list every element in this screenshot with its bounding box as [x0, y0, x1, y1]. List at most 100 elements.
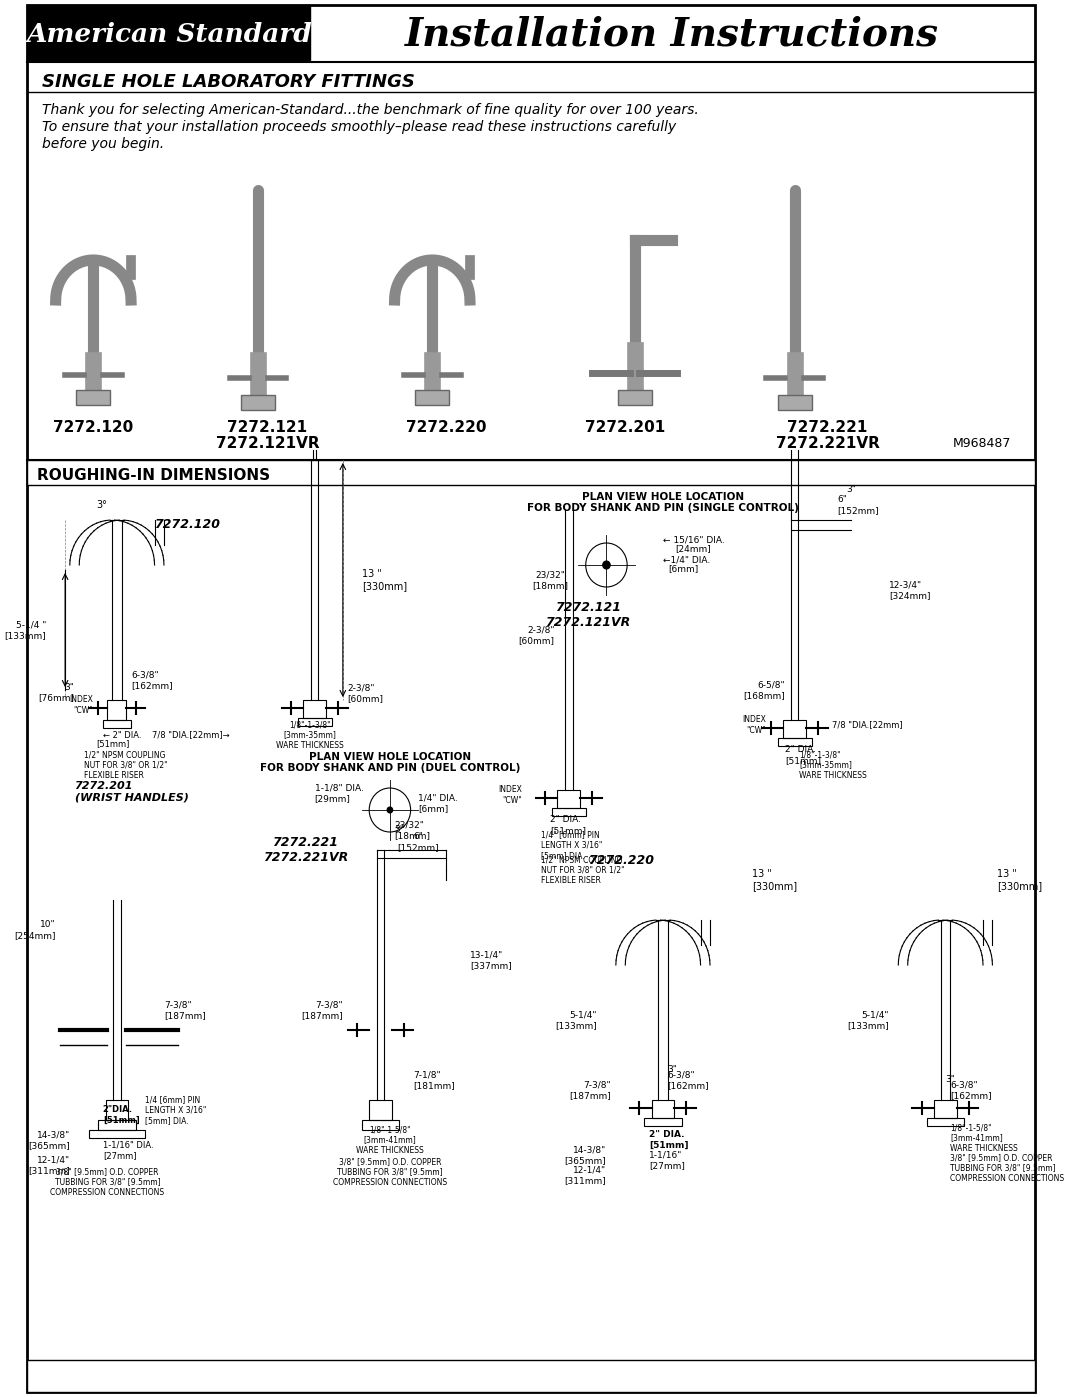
- Text: 1/4" DIA.
[6mm]: 1/4" DIA. [6mm]: [418, 793, 458, 813]
- Bar: [106, 1099, 129, 1120]
- Text: FOR BODY SHANK AND PIN (SINGLE CONTROL): FOR BODY SHANK AND PIN (SINGLE CONTROL): [527, 503, 799, 513]
- Text: 7272.201
(WRIST HANDLES): 7272.201 (WRIST HANDLES): [75, 781, 188, 803]
- Text: 6"
[152mm]: 6" [152mm]: [397, 833, 438, 852]
- Bar: [934, 1099, 957, 1118]
- Text: INDEX
"CW": INDEX "CW": [69, 696, 93, 715]
- Text: 6-3/8"
[162mm]: 6-3/8" [162mm]: [667, 1070, 710, 1090]
- Bar: [927, 1118, 964, 1126]
- Text: 3": 3": [65, 683, 75, 693]
- Bar: [98, 1120, 136, 1130]
- Text: 1/2" NPSM COUPLING
NUT FOR 3/8" OR 1/2"
FLEXIBLE RISER: 1/2" NPSM COUPLING NUT FOR 3/8" OR 1/2" …: [540, 855, 624, 884]
- Text: 3/8" [9.5mm] O.D. COPPER
TUBBING FOR 3/8" [9.5mm]
COMPRESSION CONNECTIONS: 3/8" [9.5mm] O.D. COPPER TUBBING FOR 3/8…: [51, 1166, 164, 1197]
- Text: 7-3/8"
[187mm]: 7-3/8" [187mm]: [301, 1000, 342, 1020]
- Bar: [362, 1120, 400, 1130]
- Text: 7272.120: 7272.120: [53, 420, 134, 434]
- Text: ← 15/16" DIA.: ← 15/16" DIA.: [663, 535, 725, 545]
- Text: 2-3/8"
[60mm]: 2-3/8" [60mm]: [348, 683, 383, 703]
- Text: 1/4 [6mm] PIN
LENGTH X 3/16"
[5mm] DIA.: 1/4 [6mm] PIN LENGTH X 3/16" [5mm] DIA.: [145, 1095, 206, 1125]
- Text: 1-1/16"
[27mm]: 1-1/16" [27mm]: [649, 1150, 685, 1169]
- Bar: [27, 1361, 1035, 1391]
- Text: 7272.221: 7272.221: [787, 420, 868, 434]
- Text: 7/8 "DIA.[22mm]: 7/8 "DIA.[22mm]: [833, 721, 903, 729]
- Bar: [27, 6, 310, 60]
- Text: Installation Instructions: Installation Instructions: [405, 15, 940, 53]
- Text: 7272.121: 7272.121: [228, 420, 308, 434]
- Text: [6mm]: [6mm]: [669, 564, 699, 574]
- Text: 6-5/8"
[168mm]: 6-5/8" [168mm]: [743, 680, 785, 700]
- Bar: [89, 1130, 145, 1139]
- Text: ← 2" DIA.    7/8 "DIA.[22mm]→: ← 2" DIA. 7/8 "DIA.[22mm]→: [103, 731, 229, 739]
- Text: 23/32"
[18mm]: 23/32" [18mm]: [394, 820, 431, 840]
- Bar: [108, 700, 126, 719]
- Bar: [241, 395, 275, 409]
- Text: 14-3/8"
[365mm]: 14-3/8" [365mm]: [565, 1146, 607, 1165]
- Text: 2" DIA.
[51mm]: 2" DIA. [51mm]: [785, 746, 821, 764]
- Text: 7272.221
7272.221VR: 7272.221 7272.221VR: [262, 835, 348, 863]
- Text: 10"
[254mm]: 10" [254mm]: [14, 921, 56, 940]
- Text: 7272.220: 7272.220: [588, 854, 653, 866]
- Text: 7272.121
7272.121VR: 7272.121 7272.121VR: [545, 601, 631, 629]
- Text: ROUGHING-IN DIMENSIONS: ROUGHING-IN DIMENSIONS: [37, 468, 270, 482]
- Text: 6-3/8"
[162mm]: 6-3/8" [162mm]: [131, 671, 173, 690]
- Bar: [416, 390, 449, 405]
- Bar: [77, 390, 110, 405]
- Text: American Standard: American Standard: [26, 21, 311, 46]
- Text: Thank you for selecting American-Standard...the benchmark of fine quality for ov: Thank you for selecting American-Standar…: [41, 103, 699, 117]
- Text: before you begin.: before you begin.: [41, 137, 164, 151]
- Text: 3": 3": [945, 1076, 955, 1084]
- Text: 5-1/4"
[133mm]: 5-1/4" [133mm]: [847, 1010, 889, 1030]
- Text: 3": 3": [847, 486, 856, 495]
- Text: 7-3/8"
[187mm]: 7-3/8" [187mm]: [164, 1000, 205, 1020]
- Text: 12-3/4"
[324mm]: 12-3/4" [324mm]: [889, 580, 930, 599]
- Text: ←1/4" DIA.: ←1/4" DIA.: [663, 556, 711, 564]
- Text: [24mm]: [24mm]: [675, 545, 711, 553]
- Text: 7272.221VR: 7272.221VR: [775, 436, 879, 451]
- Text: 7272.121VR: 7272.121VR: [216, 436, 320, 451]
- Bar: [644, 1118, 681, 1126]
- Text: INDEX
"CW": INDEX "CW": [743, 715, 767, 735]
- Text: 7272.120: 7272.120: [154, 518, 220, 531]
- Text: 6"
[152mm]: 6" [152mm]: [837, 496, 879, 514]
- Circle shape: [387, 807, 393, 813]
- Text: 3": 3": [667, 1066, 677, 1074]
- Text: 5-1/4"
[133mm]: 5-1/4" [133mm]: [555, 1010, 597, 1030]
- Text: 3°: 3°: [96, 500, 108, 510]
- Text: To ensure that your installation proceeds smoothly–please read these instruction: To ensure that your installation proceed…: [41, 120, 676, 134]
- Bar: [618, 390, 651, 405]
- Text: 3": 3": [394, 826, 404, 834]
- Bar: [303, 700, 326, 718]
- Text: 12-1/4"
[311mm]: 12-1/4" [311mm]: [28, 1155, 70, 1175]
- Bar: [298, 718, 332, 726]
- Text: 1/4" [6mm] PIN
LENGTH X 3/16"
[5mm] DIA.: 1/4" [6mm] PIN LENGTH X 3/16" [5mm] DIA.: [540, 830, 602, 861]
- Text: M968487: M968487: [953, 437, 1011, 450]
- Text: 2-3/8"
[60mm]: 2-3/8" [60mm]: [518, 626, 555, 644]
- Text: 7272.220: 7272.220: [406, 420, 487, 434]
- Text: 7272.201: 7272.201: [585, 420, 665, 434]
- Text: 13 "
[330mm]: 13 " [330mm]: [997, 869, 1042, 891]
- Text: 3/8" [9.5mm] O.D. COPPER
TUBBING FOR 3/8" [9.5mm]
COMPRESSION CONNECTIONS: 3/8" [9.5mm] O.D. COPPER TUBBING FOR 3/8…: [950, 1153, 1064, 1183]
- Bar: [651, 1099, 674, 1118]
- Bar: [27, 460, 1035, 485]
- Bar: [778, 738, 812, 746]
- Text: 1-1/16" DIA.
[27mm]: 1-1/16" DIA. [27mm]: [103, 1140, 153, 1160]
- Text: 1/8"-1-5/8"
[3mm-41mm]
WARE THICKNESS: 1/8"-1-5/8" [3mm-41mm] WARE THICKNESS: [356, 1125, 423, 1155]
- Text: [51mm]: [51mm]: [96, 739, 130, 749]
- Text: 2" DIA.
[51mm]: 2" DIA. [51mm]: [550, 816, 586, 834]
- Bar: [557, 789, 580, 807]
- Text: 13 "
[330mm]: 13 " [330mm]: [753, 869, 797, 891]
- Text: INDEX
"CW": INDEX "CW": [498, 785, 522, 805]
- Text: 2"DIA.
[51mm]: 2"DIA. [51mm]: [103, 1105, 139, 1125]
- Text: 5-1/4 "
[133mm]: 5-1/4 " [133mm]: [4, 620, 46, 640]
- Text: 23/32"
[18mm]: 23/32" [18mm]: [532, 570, 568, 590]
- Text: PLAN VIEW HOLE LOCATION: PLAN VIEW HOLE LOCATION: [582, 492, 744, 502]
- Text: PLAN VIEW HOLE LOCATION: PLAN VIEW HOLE LOCATION: [309, 752, 471, 761]
- Bar: [552, 807, 585, 816]
- Text: 7-1/8"
[181mm]: 7-1/8" [181mm]: [414, 1070, 455, 1090]
- Text: 1/8"-1-3/8"
[3mm-35mm]
WARE THICKNESS: 1/8"-1-3/8" [3mm-35mm] WARE THICKNESS: [799, 750, 867, 780]
- Text: FOR BODY SHANK AND PIN (DUEL CONTROL): FOR BODY SHANK AND PIN (DUEL CONTROL): [259, 763, 521, 773]
- Text: 1/8"-1-5/8"
[3mm-41mm]
WARE THICKNESS: 1/8"-1-5/8" [3mm-41mm] WARE THICKNESS: [950, 1123, 1017, 1153]
- Text: 12-1/4"
[311mm]: 12-1/4" [311mm]: [565, 1165, 607, 1185]
- Text: 13 "
[330mm]: 13 " [330mm]: [362, 569, 407, 591]
- Text: 3/8" [9.5mm] O.D. COPPER
TUBBING FOR 3/8" [9.5mm]
COMPRESSION CONNECTIONS: 3/8" [9.5mm] O.D. COPPER TUBBING FOR 3/8…: [333, 1157, 447, 1187]
- Text: 2" DIA.
[51mm]: 2" DIA. [51mm]: [649, 1130, 688, 1150]
